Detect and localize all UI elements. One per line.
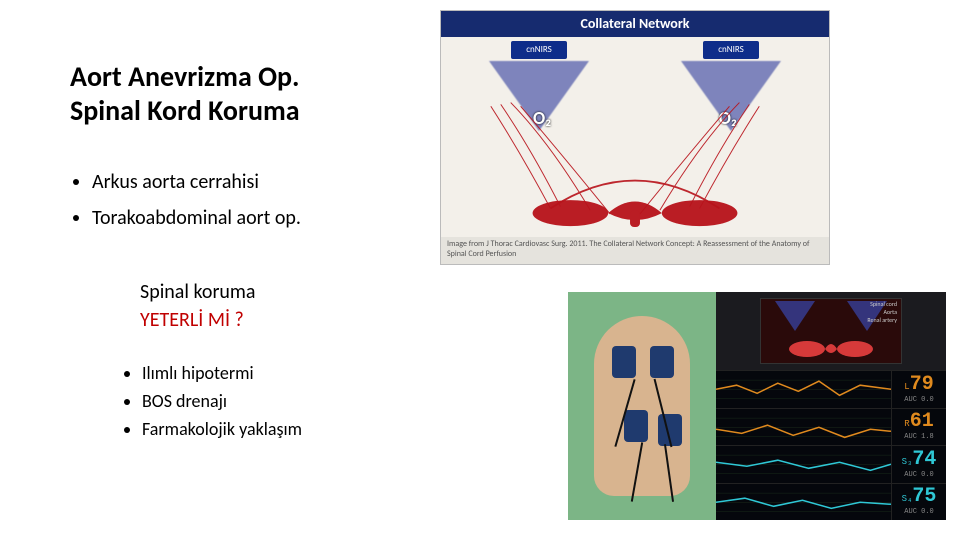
figure-caption: Image from J Thorac Cardiovasc Surg. 201… [441,237,829,261]
figure-header: Collateral Network [441,11,829,37]
bullet-list-secondary: Ilımlı hipotermi BOS drenajı Farmakoloji… [120,360,482,444]
monitor-mini-diagram: Spinal cord Aorta Renal artery [716,292,946,370]
patient-photo-placeholder [568,292,716,520]
readout-value: S₃74 AUC 0.0 [891,446,946,483]
monitor-readouts: L79 AUC 0.0 R61 AUC 1.8 [716,370,946,520]
bullet-item: Ilımlı hipotermi [142,360,482,388]
sensor-pad-icon [624,410,648,442]
subhead-line-1: Spinal koruma [140,280,256,304]
slide: Aort Anevrizma Op. Spinal Kord Koruma Ar… [0,0,960,540]
waveform [716,484,891,521]
readout-row: R61 AUC 1.8 [716,408,946,446]
sensor-pad-icon [612,346,636,378]
readout-value: R61 AUC 1.8 [891,409,946,446]
readout-row: S₃74 AUC 0.0 [716,445,946,483]
readout-value: L79 AUC 0.0 [891,371,946,408]
nirs-tag-left: cnNIRS [511,41,567,59]
sensor-pad-icon [650,346,674,378]
monitor-panel: Spinal cord Aorta Renal artery [716,292,946,520]
bullet-item: BOS drenajı [142,388,482,416]
bullet-list-primary: Arkus aorta cerrahisi Torakoabdominal ao… [70,165,452,237]
slide-title: Aort Anevrizma Op. Spinal Kord Koruma [70,60,410,127]
figure-body: cnNIRS cnNIRS O₂ O₂ [441,37,829,237]
subhead-line-2: YETERLİ Mİ ? [140,308,256,332]
figure-collateral-network: Collateral Network cnNIRS cnNIRS O₂ O₂ [440,10,830,265]
nirs-tag-right: cnNIRS [703,41,759,59]
readout-row: S₄75 AUC 0.0 [716,483,946,521]
readout-row: L79 AUC 0.0 [716,370,946,408]
title-line-2: Spinal Kord Koruma [70,94,410,128]
torso-icon [594,316,690,496]
waveform [716,446,891,483]
waveform [716,371,891,408]
figure-or-monitor: Spinal cord Aorta Renal artery [568,292,946,520]
sub-heading: Spinal koruma YETERLİ Mİ ? [140,280,256,332]
bullet-item: Arkus aorta cerrahisi [92,165,452,199]
mini-diagram-labels: Spinal cord Aorta Renal artery [867,301,897,324]
readout-value: S₄75 AUC 0.0 [891,484,946,521]
bullet-item: Torakoabdominal aort op. [92,201,452,235]
vasculature-icon [461,97,809,227]
bullet-item: Farmakolojik yaklaşım [142,416,482,444]
title-line-1: Aort Anevrizma Op. [70,60,410,94]
waveform [716,409,891,446]
